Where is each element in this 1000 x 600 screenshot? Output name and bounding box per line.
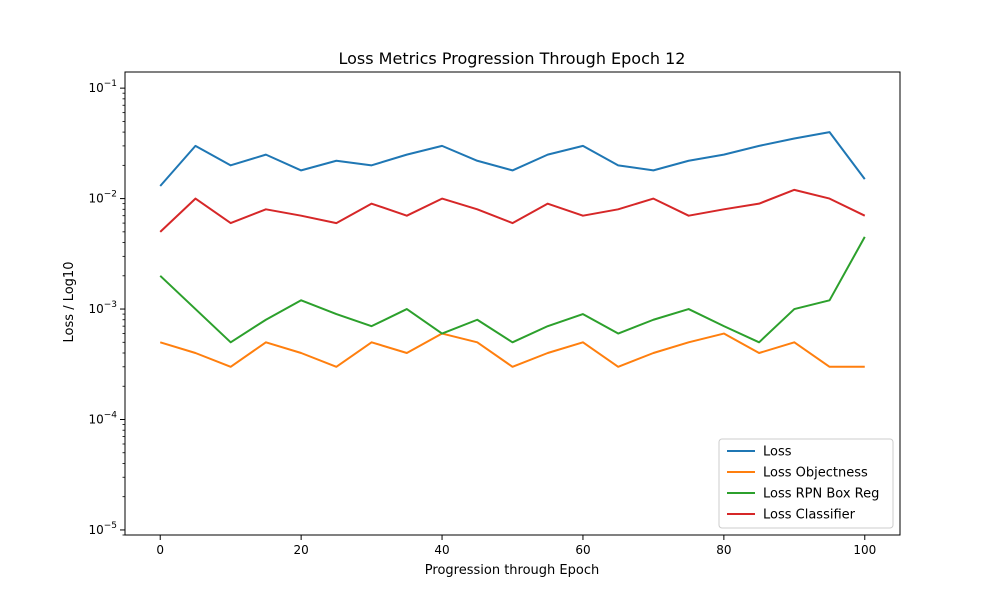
legend-label-3: Loss Classifier (763, 508, 856, 523)
x-tick-label-4: 80 (716, 543, 731, 557)
y-tick-label-3: 10−2 (88, 190, 117, 206)
legend-box (718, 438, 894, 529)
y-tick-label-2: 10−3 (88, 300, 117, 316)
y-axis-label: Loss / Log10 (62, 262, 77, 343)
x-axis-label: Progression through Epoch (425, 563, 599, 578)
x-tick-label-5: 100 (853, 543, 876, 557)
y-tick-label-1: 10−4 (88, 410, 117, 426)
x-tick-label-3: 60 (575, 543, 590, 557)
series-line-3 (159, 188, 866, 233)
x-tick-label-2: 40 (434, 543, 449, 557)
series-line-1 (159, 332, 865, 368)
chart-title: Loss Metrics Progression Through Epoch 1… (339, 49, 686, 68)
series-line-0 (159, 131, 866, 187)
legend-label-1: Loss Objectness (763, 466, 868, 481)
y-tick-label-4: 10−1 (88, 79, 117, 95)
x-tick-label-1: 20 (293, 543, 308, 557)
legend-label-0: Loss (763, 445, 792, 460)
y-tick-label-0: 10−5 (88, 521, 117, 537)
x-tick-label-0: 0 (156, 543, 164, 557)
legend: Loss Loss Objectness Loss RPN Box Reg Loss … (718, 438, 894, 529)
series-line-2 (159, 236, 866, 344)
axes-layer: 0 20 40 60 80 100 10−5 10−4 10−3 10−2 10−1 (88, 71, 901, 557)
legend-label-2: Loss RPN Box Reg (763, 487, 879, 502)
plot-frame (124, 71, 901, 536)
series-layer (159, 131, 866, 368)
